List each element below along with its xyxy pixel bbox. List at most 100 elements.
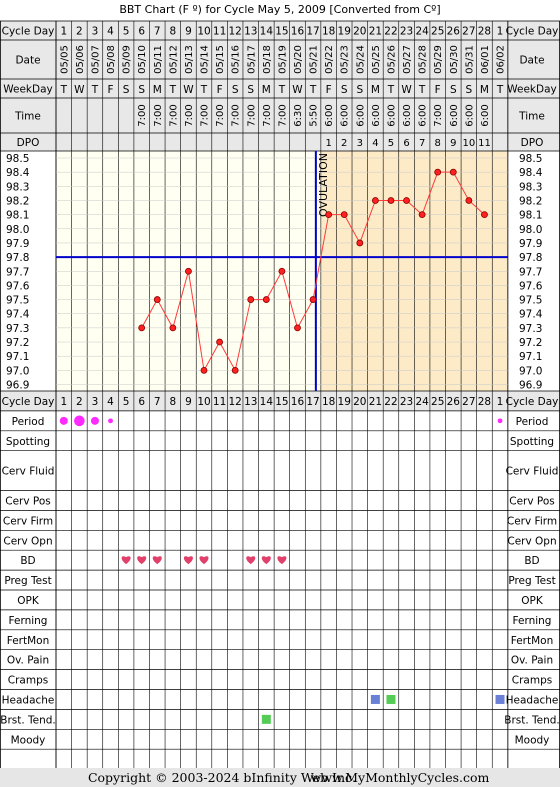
heart-icon [261, 556, 271, 565]
date-label: 05/27 [402, 45, 413, 74]
temperature-point [403, 197, 410, 204]
dpo-number: 6 [403, 138, 409, 149]
symptom-label-right: FertMon [511, 635, 554, 647]
time-label: 7:00 [246, 104, 257, 126]
cycle-day-number: 25 [431, 26, 444, 38]
y-tick-label-right: 96.9 [519, 380, 542, 392]
breast-tenderness-mark [261, 714, 271, 724]
date-label: 05/28 [418, 45, 429, 74]
dpo-number: 9 [450, 138, 456, 149]
y-tick-label-right: 98.0 [519, 224, 542, 236]
cycle-day-number-bottom: 15 [275, 396, 288, 408]
row-label-time-left: Time [14, 111, 41, 123]
y-tick-label-left: 98.0 [6, 224, 29, 236]
date-label: 05/26 [386, 45, 397, 74]
date-label: 05/12 [168, 45, 179, 74]
date-label: 05/31 [464, 45, 475, 74]
y-tick-label-right: 97.3 [519, 323, 542, 335]
weekday-label: S [138, 84, 145, 96]
cycle-day-number-bottom: 27 [462, 396, 475, 408]
symptom-label-right: BD [524, 555, 539, 567]
symptom-label-left: Moody [11, 734, 46, 746]
y-tick-label-left: 98.2 [6, 195, 29, 207]
time-label: 6:30 [293, 104, 304, 126]
time-label: 6:00 [324, 104, 335, 126]
weekday-label: T [418, 84, 426, 96]
symptom-label-left: Brst. Tend. [0, 714, 56, 726]
weekday-label: W [74, 84, 85, 96]
symptom-label-right: Cerv Firm [507, 515, 557, 527]
symptom-label-right: Cramps [512, 675, 552, 687]
heart-icon [152, 556, 162, 565]
y-tick-label-right: 97.6 [519, 280, 543, 292]
date-label: 05/29 [433, 45, 444, 74]
dpo-number: 2 [341, 138, 347, 149]
dpo-number: 1 [325, 138, 331, 149]
y-tick-label-left: 97.7 [6, 266, 29, 278]
time-label: 6:00 [480, 104, 491, 126]
cycle-day-number: 22 [384, 26, 397, 38]
cycle-day-number: 26 [447, 26, 461, 38]
cycle-day-number: 24 [415, 26, 429, 38]
cycle-day-number: 4 [107, 26, 114, 38]
temperature-point [278, 267, 286, 275]
y-tick-label-right: 97.4 [519, 309, 543, 321]
heart-icon [183, 556, 193, 565]
time-label: 6:00 [340, 104, 351, 126]
cycle-day-number: 16 [291, 26, 305, 38]
heart-icon [199, 556, 209, 565]
y-tick-label-right: 98.3 [519, 181, 542, 193]
cycle-day-number-bottom: 9 [185, 396, 192, 408]
cycle-day-number-bottom: 8 [170, 396, 177, 408]
time-label: 6:00 [449, 104, 460, 126]
cycle-day-number: 1 [497, 26, 504, 38]
headache-mark [370, 694, 380, 704]
symptom-label-left: Ferning [9, 615, 48, 627]
time-label: 6:00 [371, 104, 382, 126]
cycle-day-number: 12 [228, 26, 241, 38]
time-label: 5:50 [309, 104, 320, 126]
footer-bar [0, 768, 560, 787]
time-label: 6:00 [464, 104, 475, 126]
cycle-day-number: 17 [306, 26, 319, 38]
symptom-label-left: Cramps [8, 675, 48, 687]
cycle-day-number-bottom: 18 [322, 396, 335, 408]
date-label: 05/05 [59, 45, 70, 74]
period-dot [74, 415, 85, 427]
y-tick-label-right: 97.5 [519, 295, 542, 307]
date-label: 05/15 [215, 45, 226, 74]
y-tick-label-left: 97.6 [6, 280, 30, 292]
heart-icon [246, 556, 256, 565]
date-label: 05/18 [262, 45, 273, 74]
symptom-label-left: Cerv Firm [3, 515, 53, 527]
cycle-day-number-bottom: 10 [197, 396, 210, 408]
weekday-label: S [450, 84, 457, 96]
cycle-day-number: 13 [244, 26, 257, 38]
row-label-cycle-day-right: Cycle Day [506, 26, 559, 38]
symptom-label-left: Period [12, 416, 45, 428]
cycle-day-number-bottom: 11 [213, 396, 226, 408]
y-tick-label-left: 97.4 [6, 309, 30, 321]
date-label: 05/11 [153, 45, 164, 74]
time-label: 6:00 [402, 104, 413, 126]
date-label: 05/10 [137, 45, 148, 74]
cycle-day-number: 18 [322, 26, 335, 38]
temperature-point [185, 267, 192, 275]
cycle-day-number-bottom: 20 [353, 396, 366, 408]
cycle-day-number: 23 [400, 26, 413, 38]
cycle-day-number: 6 [138, 26, 145, 38]
time-label: 7:00 [168, 104, 179, 126]
cycle-day-number-bottom: 22 [384, 396, 397, 408]
dpo-number: 8 [435, 138, 441, 149]
date-label: 05/13 [184, 45, 195, 74]
cycle-day-number: 3 [92, 26, 99, 38]
temperature-point [200, 366, 208, 374]
time-label: 7:00 [184, 104, 195, 126]
cycle-day-number-bottom: 23 [400, 396, 413, 408]
cycle-day-number: 1 [60, 26, 67, 38]
cycle-day-number-bottom: 19 [338, 396, 351, 408]
cycle-day-number-bottom: 4 [107, 396, 114, 408]
cycle-day-number-bottom: 25 [431, 396, 444, 408]
symptom-label-right: Ov. Pain [511, 655, 553, 667]
period-dot [497, 418, 503, 424]
